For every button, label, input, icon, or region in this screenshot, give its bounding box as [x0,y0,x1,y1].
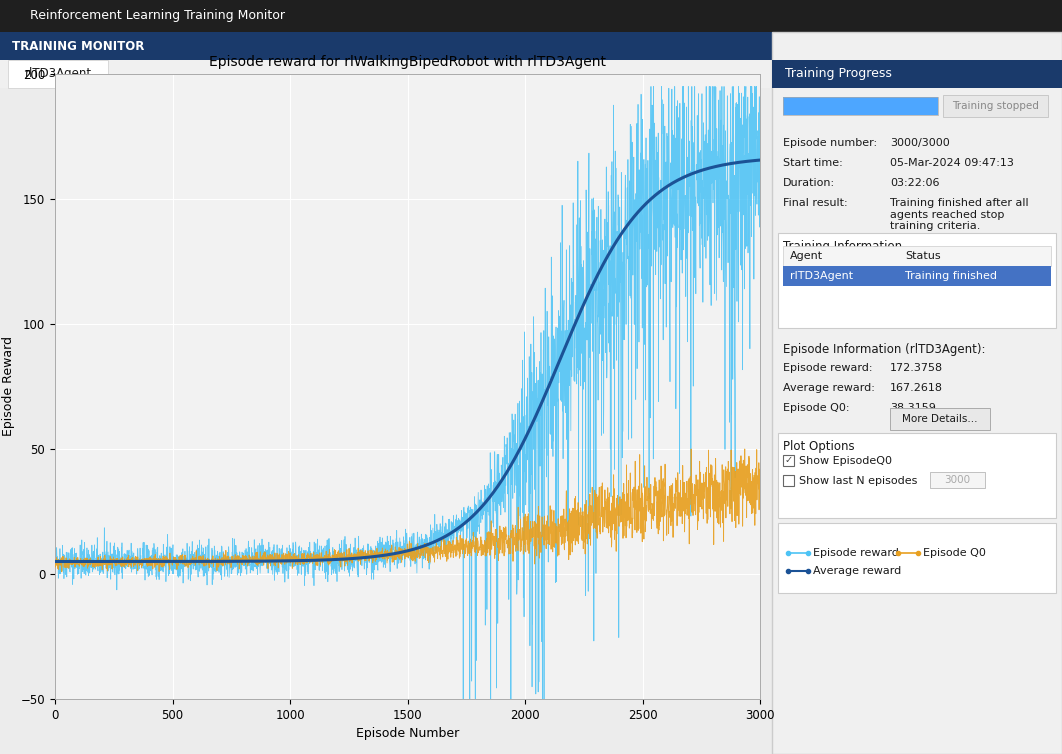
Bar [930,472,984,488]
Text: More Details...: More Details... [903,414,978,424]
Text: Average reward:: Average reward: [783,383,875,393]
Text: ✓: ✓ [785,455,793,465]
Bar [778,233,1056,328]
Text: 38.3159: 38.3159 [890,403,936,413]
Text: Show last N episodes: Show last N episodes [799,476,918,486]
Title: Episode reward for rlWalkingBipedRobot with rlTD3Agent: Episode reward for rlWalkingBipedRobot w… [209,55,606,69]
Bar [778,523,1056,593]
X-axis label: Episode Number: Episode Number [356,728,459,740]
Text: Training finished after all
agents reached stop
training criteria.: Training finished after all agents reach… [890,198,1029,231]
Text: Reinforcement Learning Training Monitor: Reinforcement Learning Training Monitor [30,10,285,23]
Text: Training finished: Training finished [905,271,997,281]
Text: rlTD3Agent: rlTD3Agent [24,68,91,81]
Y-axis label: Episode Reward: Episode Reward [2,336,15,437]
Bar [778,433,1056,518]
Bar [783,475,794,486]
Text: Average reward: Average reward [813,566,902,576]
Text: Training Information: Training Information [783,240,902,253]
Bar [0,32,1062,60]
Text: rlTD3Agent: rlTD3Agent [790,271,853,281]
Text: 3000: 3000 [944,475,970,485]
Text: Duration:: Duration: [783,178,835,188]
Bar [8,60,108,88]
Text: Start time:: Start time: [783,158,843,168]
Text: Plot Options: Plot Options [783,440,855,453]
Bar [772,60,1062,88]
Bar [772,32,1062,754]
Text: Final result:: Final result: [783,198,847,208]
Text: Episode reward:: Episode reward: [783,363,873,373]
Text: Show EpisodeQ0: Show EpisodeQ0 [799,456,892,466]
Text: Training Progress: Training Progress [785,68,892,81]
Text: TRAINING MONITOR: TRAINING MONITOR [12,39,144,53]
Bar [890,408,990,430]
Text: Episode Q0: Episode Q0 [923,548,986,558]
Text: Agent: Agent [790,251,823,261]
Text: Episode Information (rlTD3Agent):: Episode Information (rlTD3Agent): [783,343,986,356]
Bar [783,266,1051,286]
Bar [783,455,794,466]
Text: 172.3758: 172.3758 [890,363,943,373]
Bar [783,97,938,115]
Bar [0,0,1062,32]
Text: 03:22:06: 03:22:06 [890,178,940,188]
Bar [0,60,770,88]
Text: Episode Q0:: Episode Q0: [783,403,850,413]
Text: Episode reward: Episode reward [813,548,898,558]
Text: Training stopped: Training stopped [952,101,1039,111]
Text: 05-Mar-2024 09:47:13: 05-Mar-2024 09:47:13 [890,158,1014,168]
Bar [783,97,938,115]
Text: Episode number:: Episode number: [783,138,877,148]
Bar [943,95,1048,117]
Text: 3000/3000: 3000/3000 [890,138,949,148]
Text: Status: Status [905,251,941,261]
Bar [783,246,1051,266]
Text: 167.2618: 167.2618 [890,383,943,393]
